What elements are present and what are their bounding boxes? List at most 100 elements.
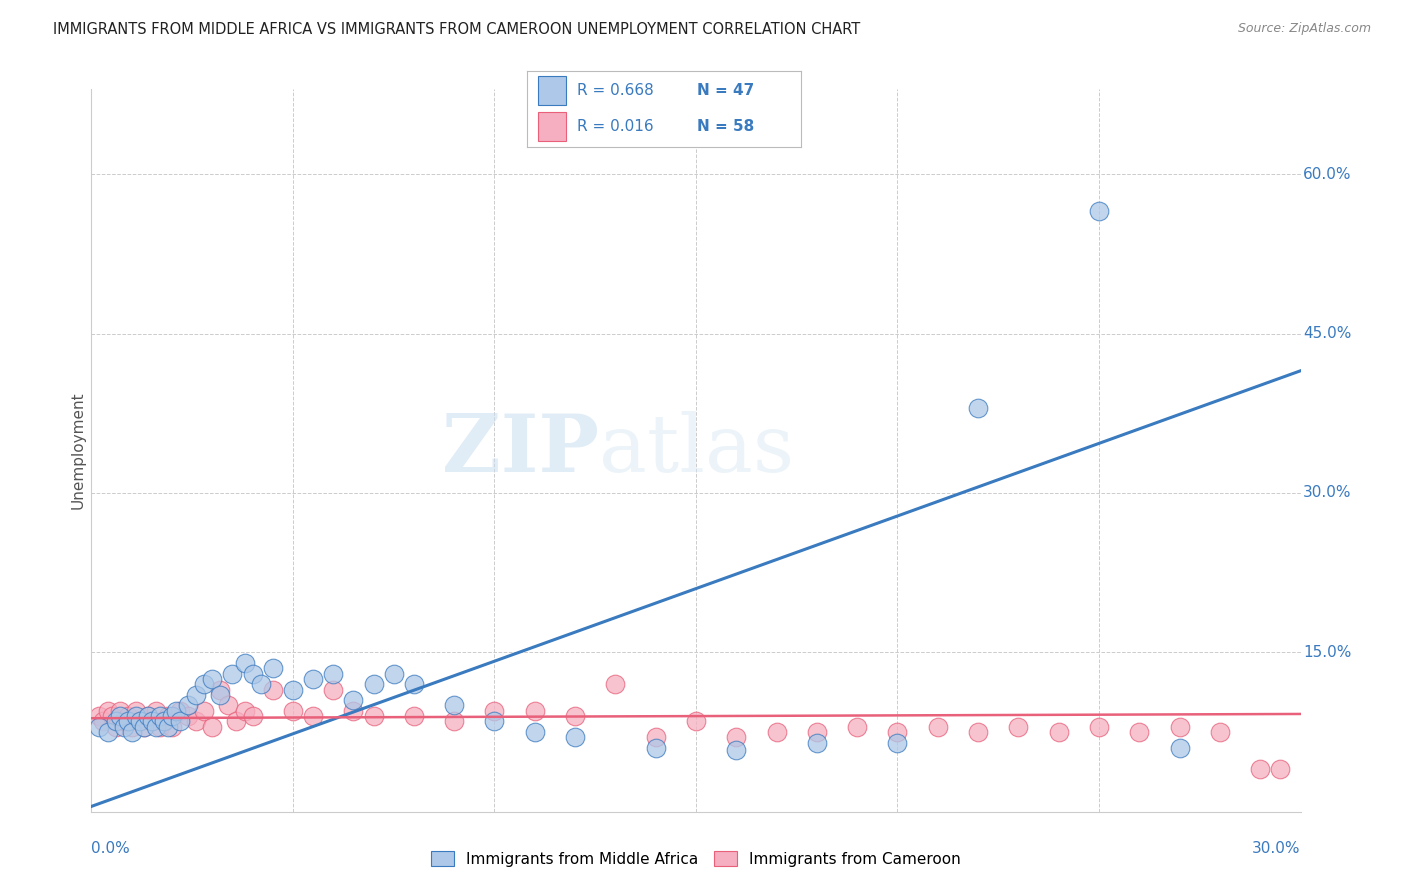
Text: 15.0%: 15.0% bbox=[1303, 645, 1351, 660]
Point bbox=[201, 672, 224, 686]
Point bbox=[262, 682, 284, 697]
Point bbox=[564, 731, 586, 745]
Point bbox=[725, 731, 748, 745]
Legend: Immigrants from Middle Africa, Immigrants from Cameroon: Immigrants from Middle Africa, Immigrant… bbox=[425, 845, 967, 872]
Point bbox=[100, 709, 122, 723]
Point bbox=[141, 714, 163, 729]
Point bbox=[249, 677, 271, 691]
Point bbox=[1088, 720, 1111, 734]
Point bbox=[302, 672, 325, 686]
Point bbox=[765, 725, 787, 739]
Point bbox=[886, 736, 908, 750]
Point bbox=[89, 709, 111, 723]
Text: 0.0%: 0.0% bbox=[91, 841, 131, 856]
Point bbox=[156, 720, 179, 734]
Bar bbox=[538, 112, 565, 141]
Point bbox=[402, 709, 425, 723]
Point bbox=[242, 709, 264, 723]
Point bbox=[342, 704, 364, 718]
Point bbox=[117, 709, 139, 723]
Text: atlas: atlas bbox=[599, 411, 794, 490]
Point bbox=[262, 661, 284, 675]
Point bbox=[1168, 720, 1191, 734]
Point bbox=[523, 725, 546, 739]
Point bbox=[125, 709, 148, 723]
Point bbox=[221, 666, 243, 681]
Point bbox=[112, 720, 135, 734]
Point bbox=[96, 704, 118, 718]
Point bbox=[1007, 720, 1029, 734]
Point bbox=[363, 677, 385, 691]
Point bbox=[402, 677, 425, 691]
Point bbox=[128, 714, 150, 729]
Point bbox=[233, 704, 256, 718]
Text: 45.0%: 45.0% bbox=[1303, 326, 1351, 341]
Text: R = 0.668: R = 0.668 bbox=[576, 83, 654, 98]
Point bbox=[186, 714, 208, 729]
Point bbox=[93, 714, 115, 729]
Point bbox=[281, 682, 304, 697]
Point bbox=[145, 704, 167, 718]
Text: Source: ZipAtlas.com: Source: ZipAtlas.com bbox=[1237, 22, 1371, 36]
Point bbox=[644, 741, 666, 756]
Bar bbox=[538, 76, 565, 104]
Point bbox=[121, 720, 143, 734]
Point bbox=[1249, 762, 1271, 776]
Point bbox=[160, 720, 183, 734]
Point bbox=[1209, 725, 1232, 739]
Point bbox=[165, 704, 187, 718]
Point bbox=[967, 401, 990, 415]
Point bbox=[322, 666, 344, 681]
Text: N = 58: N = 58 bbox=[697, 120, 755, 134]
Point bbox=[1088, 204, 1111, 219]
Point bbox=[217, 698, 239, 713]
Point bbox=[564, 709, 586, 723]
Point bbox=[209, 682, 232, 697]
Point bbox=[342, 693, 364, 707]
Point bbox=[153, 714, 176, 729]
Point bbox=[1270, 762, 1292, 776]
Point bbox=[484, 704, 506, 718]
Text: N = 47: N = 47 bbox=[697, 83, 755, 98]
Text: ZIP: ZIP bbox=[443, 411, 599, 490]
Point bbox=[363, 709, 385, 723]
Point bbox=[121, 725, 143, 739]
Point bbox=[153, 714, 176, 729]
Point bbox=[177, 709, 200, 723]
Point bbox=[169, 704, 191, 718]
Point bbox=[160, 709, 183, 723]
Point bbox=[846, 720, 869, 734]
Point bbox=[225, 714, 247, 729]
Point bbox=[886, 725, 908, 739]
Point bbox=[1047, 725, 1070, 739]
Point bbox=[233, 656, 256, 670]
Point bbox=[484, 714, 506, 729]
Point bbox=[112, 714, 135, 729]
Point bbox=[193, 677, 215, 691]
Point bbox=[806, 725, 828, 739]
Point bbox=[141, 714, 163, 729]
Point bbox=[302, 709, 325, 723]
Point bbox=[186, 688, 208, 702]
Text: 60.0%: 60.0% bbox=[1303, 167, 1351, 182]
Point bbox=[644, 731, 666, 745]
Point bbox=[201, 720, 224, 734]
Point bbox=[177, 698, 200, 713]
Text: R = 0.016: R = 0.016 bbox=[576, 120, 654, 134]
Point bbox=[136, 709, 159, 723]
Text: IMMIGRANTS FROM MIDDLE AFRICA VS IMMIGRANTS FROM CAMEROON UNEMPLOYMENT CORRELATI: IMMIGRANTS FROM MIDDLE AFRICA VS IMMIGRA… bbox=[53, 22, 860, 37]
Point bbox=[685, 714, 707, 729]
Point bbox=[128, 714, 150, 729]
Point bbox=[96, 725, 118, 739]
Point bbox=[125, 704, 148, 718]
Point bbox=[108, 709, 131, 723]
Point bbox=[89, 720, 111, 734]
Point bbox=[605, 677, 627, 691]
Point bbox=[209, 688, 232, 702]
Point bbox=[149, 720, 172, 734]
Point bbox=[169, 714, 191, 729]
Point bbox=[156, 709, 179, 723]
Text: 30.0%: 30.0% bbox=[1303, 485, 1351, 500]
Text: 30.0%: 30.0% bbox=[1253, 841, 1301, 856]
Point bbox=[1128, 725, 1150, 739]
